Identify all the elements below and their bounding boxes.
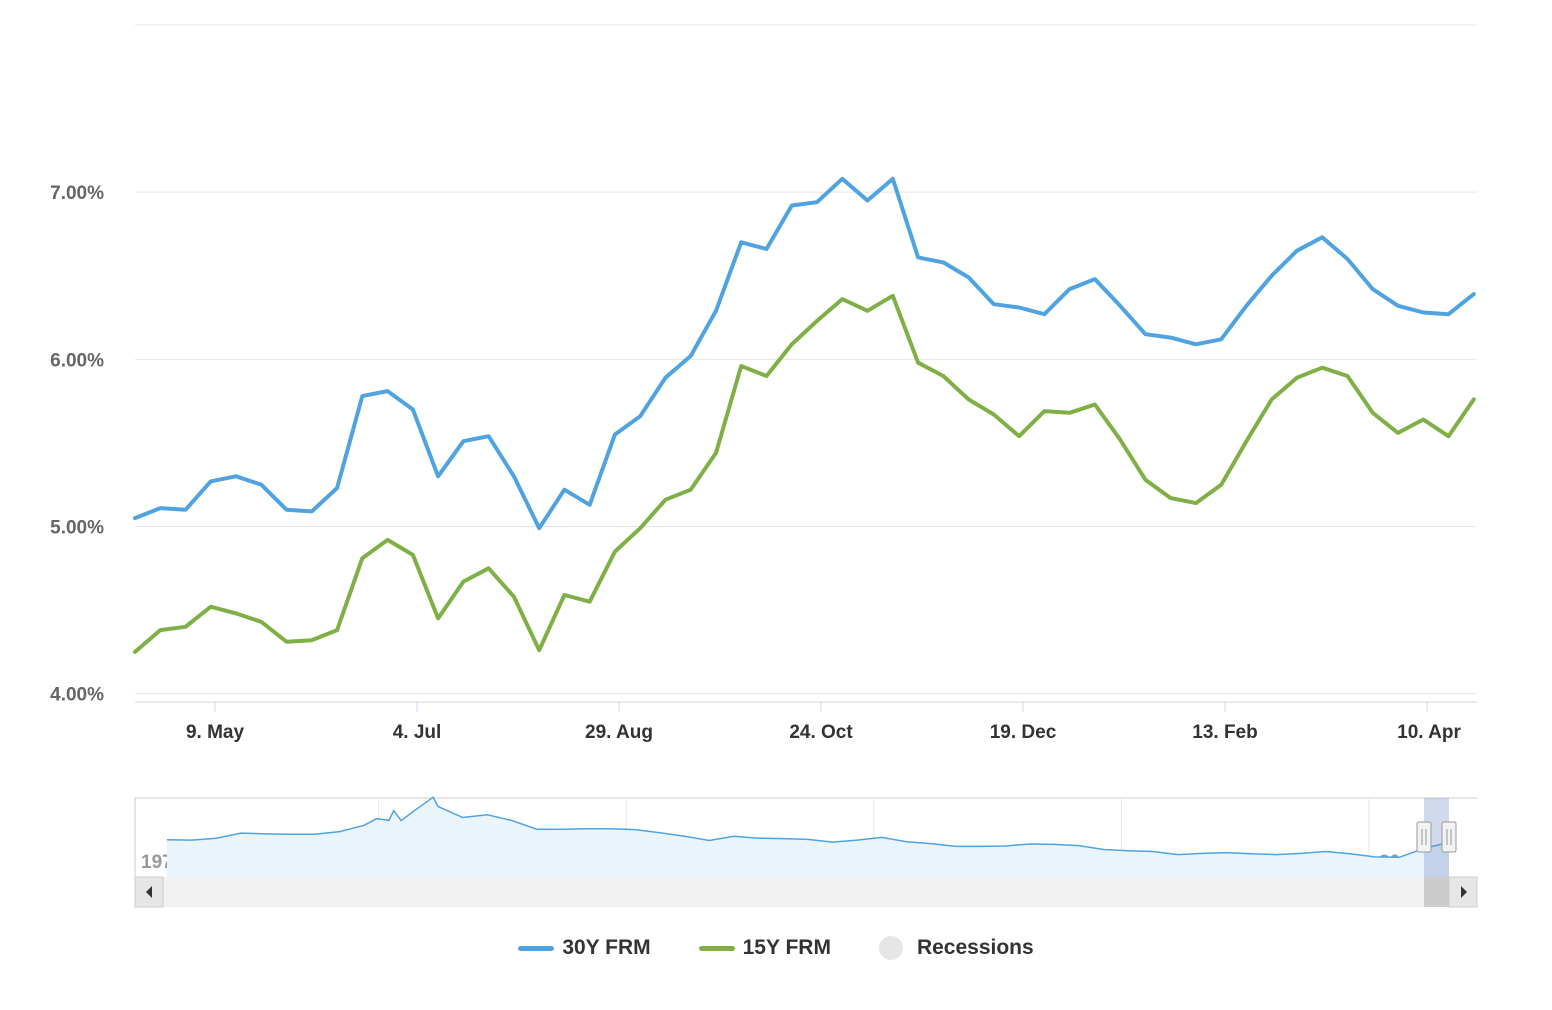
x-tick-label: 19. Dec — [990, 722, 1057, 743]
x-tick-label: 4. Jul — [393, 722, 442, 743]
handle-body[interactable] — [1416, 821, 1432, 853]
legend-label-15y: 15Y FRM — [742, 936, 831, 959]
series-line-15y-frm[interactable] — [133, 293, 1476, 654]
legend-dot-recessions — [878, 936, 903, 960]
navigator-handle-right[interactable] — [1441, 821, 1457, 853]
left-arrow-icon[interactable] — [146, 886, 152, 898]
scrollbar-track[interactable] — [135, 877, 1477, 907]
legend-item-30y[interactable]: 30Y FRM — [518, 936, 651, 960]
main-plot-area[interactable]: 4.00% 5.00% 6.00% 7.00% 9. May 4. Jul 29. Aug 2… — [50, 24, 1477, 743]
navigator-handle-left[interactable] — [1416, 821, 1432, 853]
x-tick-label: 13. Feb — [1192, 722, 1257, 743]
scrollbar-left-button[interactable] — [134, 876, 164, 908]
y-tick-label: 4.00% — [50, 685, 104, 706]
legend-item-recessions[interactable]: Recessions — [878, 936, 1034, 960]
legend: 30Y FRM 15Y FRM Recessions — [0, 936, 1552, 960]
handle-body[interactable] — [1441, 821, 1457, 853]
right-arrow-icon[interactable] — [1461, 886, 1467, 898]
x-tick-label: 9. May — [186, 722, 245, 743]
legend-label-30y: 30Y FRM — [562, 936, 651, 959]
navigator-series-line — [166, 796, 1449, 859]
x-tick-label: 24. Oct — [789, 722, 853, 743]
plot-background — [135, 25, 1477, 702]
y-tick-label: 5.00% — [50, 517, 104, 538]
legend-swatch-30y — [518, 945, 555, 951]
series-line-30y-frm[interactable] — [133, 176, 1476, 531]
x-tick-label: 10. Apr — [1397, 722, 1461, 743]
navigator-area-fill — [167, 797, 1449, 877]
legend-item-15y[interactable]: 15Y FRM — [698, 936, 831, 960]
y-tick-label: 6.00% — [50, 350, 104, 371]
legend-swatch-15y — [698, 945, 735, 951]
navigator[interactable]: 197019801990200020102020 — [134, 796, 1478, 908]
x-tick-label: 29. Aug — [585, 722, 653, 743]
legend-label-recessions: Recessions — [916, 936, 1034, 959]
y-tick-label: 7.00% — [50, 183, 104, 204]
scrollbar-thumb[interactable] — [1424, 877, 1449, 907]
